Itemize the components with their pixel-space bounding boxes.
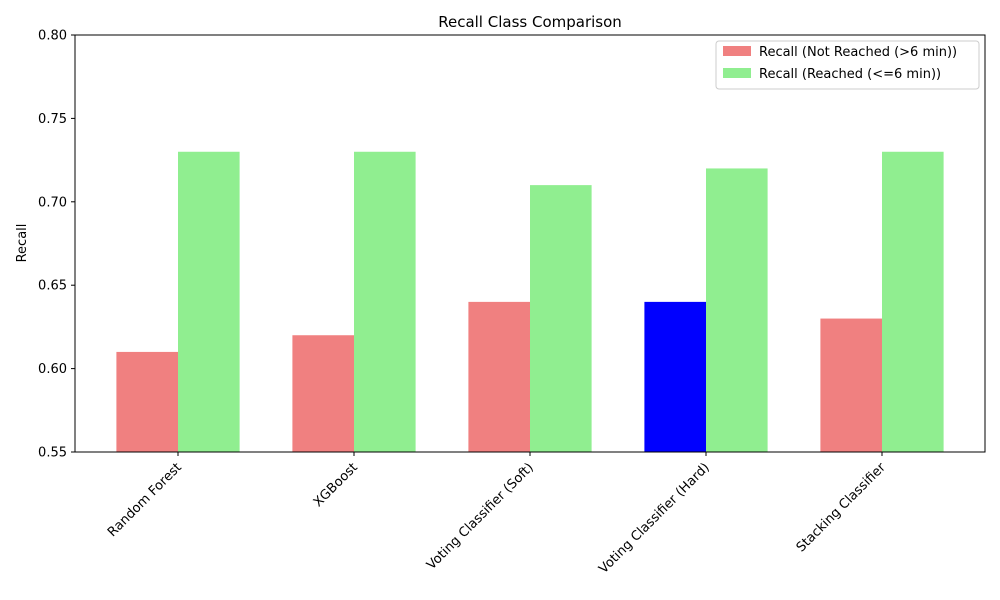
legend-swatch-not-reached <box>723 46 751 56</box>
y-tick-label: 0.55 <box>38 446 67 461</box>
plot-frame <box>74 34 986 453</box>
legend-label-reached: Recall (Reached (<=6 min)) <box>759 67 941 82</box>
chart-title: Recall Class Comparison <box>438 13 622 31</box>
bar-not-reached-4 <box>820 318 882 452</box>
x-tick-label: Voting Classifier (Soft) <box>424 460 537 573</box>
y-tick-label: 0.60 <box>38 362 67 377</box>
bar-reached-4 <box>882 151 944 452</box>
y-axis-label: Recall <box>15 224 30 263</box>
bar-not-reached-3 <box>644 301 706 452</box>
x-tick-label: Random Forest <box>105 460 185 540</box>
y-ticks-layer: 0.55 0.60 0.65 0.70 0.75 0.80 <box>38 29 75 461</box>
bars-layer <box>116 151 944 452</box>
y-tick-label: 0.75 <box>38 112 67 127</box>
bar-reached-0 <box>178 151 240 452</box>
y-tick-label: 0.70 <box>38 195 67 210</box>
y-tick-label: 0.80 <box>38 29 67 44</box>
legend-swatch-reached <box>723 68 751 78</box>
x-tick-label: Stacking Classifier <box>794 460 890 556</box>
bar-reached-3 <box>706 168 768 452</box>
x-ticks-layer: Random Forest XGBoost Voting Classifier (S… <box>105 452 889 577</box>
y-tick-label: 0.65 <box>38 279 67 294</box>
legend-label-not-reached: Recall (Not Reached (>6 min)) <box>759 45 957 60</box>
bar-not-reached-0 <box>116 351 178 452</box>
bar-reached-2 <box>530 185 592 452</box>
legend: Recall (Not Reached (>6 min)) Recall (Re… <box>715 40 980 90</box>
x-tick-label: XGBoost <box>311 460 361 510</box>
x-tick-label: Voting Classifier (Hard) <box>596 460 713 577</box>
legend-box <box>715 40 980 90</box>
bar-reached-1 <box>354 151 416 452</box>
bar-not-reached-1 <box>292 335 354 452</box>
bar-not-reached-2 <box>468 301 530 452</box>
